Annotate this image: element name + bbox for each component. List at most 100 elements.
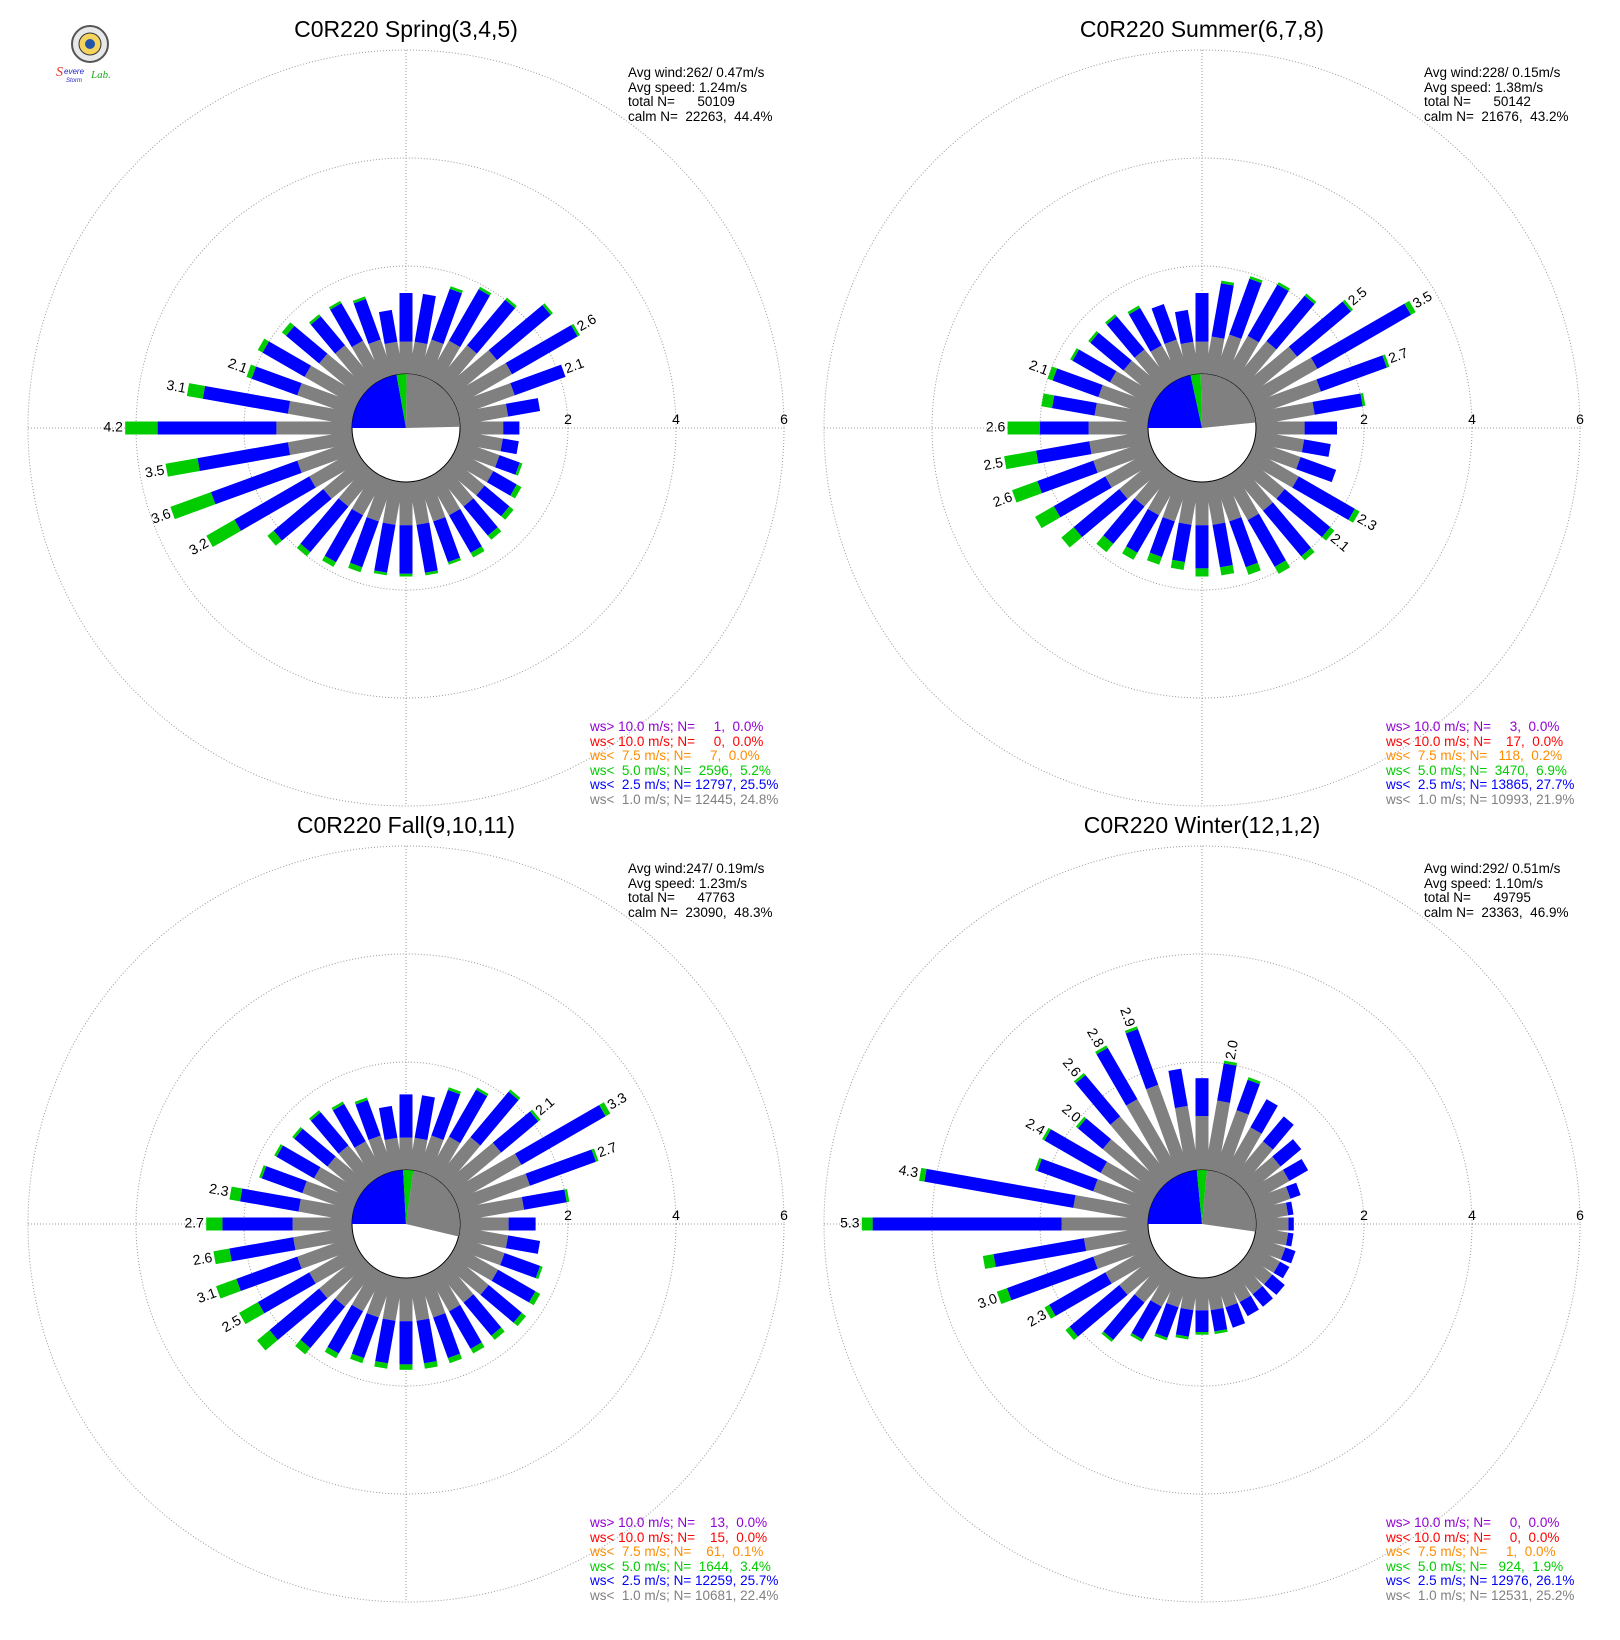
wind-bar-segment (276, 421, 352, 435)
wind-bar-segment (470, 1091, 519, 1146)
wind-bar-segment (495, 455, 520, 475)
wind-bar-segment (330, 303, 364, 348)
wind-bar-segment (1404, 300, 1416, 315)
wind-bar-segment (1250, 1186, 1291, 1212)
wind-bar-segment (449, 362, 513, 407)
wind-bar-segment (418, 1272, 446, 1318)
wind-bar-segment (505, 297, 517, 309)
wind-bar-segment (1098, 384, 1154, 416)
windrose-panel-0: 2 4 6 2.6 2.1 2.1 3.1 4.2 3.5 3.6 3.2 (27, 49, 788, 807)
ring-label: 4 (1468, 1207, 1476, 1223)
stats-line: Avg speed: 1.10m/s (1424, 875, 1544, 891)
wind-bar-segment (206, 519, 241, 548)
wind-bar-segment (351, 471, 385, 516)
wind-bar-segment (1231, 341, 1277, 391)
wind-bar-segment (1252, 1286, 1273, 1307)
legend-entry: ws< 1.0 m/s; N= 12531, 25.2% (1386, 1587, 1575, 1603)
wind-bar-segment (1096, 535, 1114, 553)
stats-line: calm N= 21676, 43.2% (1424, 108, 1569, 124)
sector-total-label: 3.5 (144, 461, 166, 480)
wind-bar-segment (338, 465, 377, 507)
wind-bar-segment (1231, 465, 1273, 511)
stats-block: Avg wind:262/ 0.47m/s Avg speed: 1.24m/s t… (628, 65, 772, 124)
wind-bar-segment (508, 1217, 536, 1231)
wind-bar-segment (202, 385, 291, 414)
legend-entry: ws< 7.5 m/s; N= 118, 0.2% (1386, 748, 1563, 763)
sector-total-label: 3.2 (186, 534, 211, 558)
wind-bar-segment (427, 340, 461, 385)
wind-bar-segment (1247, 284, 1289, 343)
wind-bar-segment (1195, 1332, 1209, 1335)
wind-bar-segment (458, 430, 503, 452)
wind-bar-segment (165, 458, 200, 477)
wind-bar-segment (1126, 508, 1160, 553)
legend-entry: ws> 10.0 m/s; N= 13, 0.0% (590, 1515, 768, 1530)
wind-bar-segment (1195, 568, 1209, 577)
wind-bar-segment (1247, 1077, 1261, 1085)
wind-bar-segment (1178, 480, 1200, 525)
speed-legend: ws> 10.0 m/s; N= 0, 0.0% ws< 10.0 m/s; N=… (1386, 1515, 1575, 1603)
wind-bar-segment (1049, 1272, 1112, 1317)
wind-bar-segment (1312, 393, 1363, 415)
wind-bar-segment (1125, 1028, 1159, 1090)
wind-bar-segment (1012, 480, 1042, 503)
wind-bar-segment (382, 480, 404, 525)
wind-bar-segment (418, 476, 446, 522)
speed-legend: ws> 10.0 m/s; N= 1, 0.0% ws< 10.0 m/s; N=… (590, 719, 778, 807)
wind-bar-segment (355, 1099, 381, 1140)
wind-bar-segment (1250, 440, 1301, 470)
wind-bar-segment (501, 506, 514, 520)
wind-bar-segment (1217, 1063, 1237, 1103)
wind-bar-segment (1229, 278, 1262, 339)
wind-bar-segment (1285, 1232, 1294, 1247)
wind-bar-segment (292, 1217, 352, 1231)
sector-total-label: 3.3 (604, 1089, 629, 1113)
wind-bar-segment (324, 1347, 339, 1359)
wind-bar-segment (1195, 1078, 1209, 1116)
wind-bar-segment (1250, 1236, 1286, 1260)
wind-bar-segment (309, 1110, 321, 1121)
wind-bar-segment (993, 1238, 1087, 1267)
wind-bar-segment (1004, 450, 1039, 470)
wind-bar-segment (1225, 1302, 1246, 1328)
wind-bar-segment (1035, 506, 1061, 529)
wind-bar-segment (1131, 1300, 1162, 1340)
speed-legend: ws> 10.0 m/s; N= 3, 0.0% ws< 10.0 m/s; N=… (1386, 719, 1574, 807)
panel-title: C0R220 Winter(12,1,2) (1083, 812, 1321, 838)
sector-total-label: 2.7 (595, 1139, 619, 1161)
legend-entry: ws< 10.0 m/s; N= 17, 0.0% (1386, 733, 1564, 749)
wind-bar-segment (319, 353, 369, 399)
wind-bar-segment (1103, 498, 1145, 544)
wind-bar-segment (475, 1087, 489, 1097)
wind-bar-segment (331, 1101, 345, 1111)
wind-bar-segment (259, 1165, 267, 1179)
wind-bar-segment (1195, 341, 1209, 374)
wind-bar-segment (1321, 527, 1335, 541)
ring-label: 6 (1576, 1207, 1584, 1223)
wind-bar-segment (297, 1236, 358, 1269)
wind-bar-segment (500, 1252, 541, 1279)
wind-bar-segment (309, 449, 363, 488)
wind-bar-segment (1239, 346, 1298, 399)
wind-bar-segment (443, 350, 498, 399)
wind-bar-segment (458, 403, 509, 426)
wind-bar-segment (443, 1142, 502, 1195)
wind-bar-segment (246, 364, 256, 379)
wind-bar-segment (1106, 316, 1145, 358)
wind-bar-segment (1037, 460, 1098, 494)
wind-bar-segment (521, 1189, 567, 1210)
stats-block: Avg wind:247/ 0.19m/s Avg speed: 1.23m/s t… (628, 861, 772, 920)
wind-bar-segment (448, 1304, 482, 1349)
wind-bar-segment (1073, 488, 1128, 538)
stats-line: total N= 50109 (628, 94, 735, 109)
wind-bar-segment (463, 498, 498, 536)
wind-bar-segment (486, 470, 517, 496)
wind-bar-segment (1211, 283, 1234, 339)
wind-bar-segment (267, 530, 282, 546)
wind-bar-segment (1051, 395, 1097, 416)
wind-bar-segment (375, 1318, 396, 1364)
wind-bar-segment (292, 1127, 303, 1139)
calm-wedge (1200, 374, 1256, 428)
wind-bar-segment (1195, 1278, 1209, 1311)
wind-bar-segment (454, 440, 500, 468)
